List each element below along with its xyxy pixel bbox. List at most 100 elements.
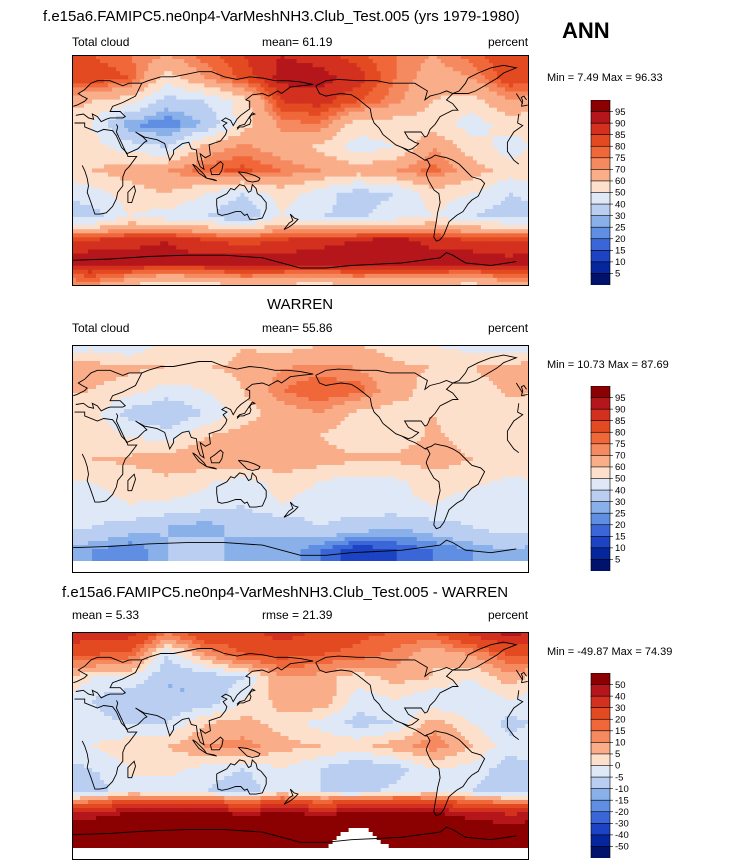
heatmap-cell bbox=[276, 111, 282, 117]
heatmap-cell bbox=[176, 176, 181, 182]
heatmap-cell bbox=[148, 144, 153, 149]
heatmap-cell bbox=[524, 140, 529, 145]
heatmap-cell bbox=[412, 168, 418, 174]
heatmap-cell bbox=[268, 176, 274, 182]
heatmap-cell bbox=[256, 176, 262, 182]
heatmap-cell bbox=[132, 168, 137, 174]
heatmap-cell bbox=[496, 225, 502, 230]
heatmap-cell bbox=[360, 55, 366, 60]
heatmap-cell bbox=[276, 156, 282, 161]
heatmap-cell bbox=[200, 95, 205, 101]
heatmap-cell bbox=[332, 132, 338, 137]
heatmap-cell bbox=[372, 59, 378, 64]
heatmap-cell bbox=[448, 225, 454, 230]
heatmap-cell bbox=[84, 225, 89, 230]
heatmap-cell bbox=[504, 217, 510, 222]
heatmap-cell bbox=[196, 87, 201, 93]
heatmap-cell bbox=[120, 217, 125, 222]
heatmap-cell bbox=[276, 107, 282, 113]
heatmap-cell bbox=[412, 200, 418, 206]
heatmap-cell bbox=[128, 176, 133, 182]
heatmap-cell bbox=[340, 63, 346, 68]
heatmap-cell bbox=[436, 71, 442, 76]
heatmap-cell bbox=[384, 59, 390, 64]
heatmap-cell bbox=[356, 204, 362, 210]
heatmap-cell bbox=[308, 204, 314, 210]
heatmap-cell bbox=[488, 196, 494, 202]
heatmap-cell bbox=[336, 63, 342, 68]
heatmap-cell bbox=[84, 217, 89, 222]
heatmap-cell bbox=[316, 192, 322, 198]
heatmap-cell bbox=[92, 164, 97, 170]
heatmap-cell bbox=[204, 83, 209, 89]
heatmap-cell bbox=[380, 119, 386, 125]
heatmap-cell bbox=[340, 176, 346, 182]
heatmap-cell bbox=[120, 160, 125, 166]
heatmap-cell bbox=[148, 111, 153, 117]
heatmap-cell bbox=[448, 63, 454, 68]
heatmap-cell bbox=[352, 79, 358, 84]
heatmap-cell bbox=[356, 67, 362, 72]
heatmap-cell bbox=[248, 79, 253, 84]
heatmap-cell bbox=[404, 95, 410, 101]
heatmap-cell bbox=[420, 71, 426, 76]
heatmap-cell bbox=[452, 144, 458, 149]
heatmap-cell bbox=[492, 119, 498, 125]
heatmap-cell bbox=[96, 180, 101, 186]
heatmap-cell bbox=[144, 67, 149, 72]
heatmap-cell bbox=[416, 164, 422, 170]
heatmap-cell bbox=[456, 83, 462, 89]
heatmap-cell bbox=[236, 119, 241, 125]
heatmap-cell bbox=[196, 192, 201, 198]
heatmap-cell bbox=[508, 172, 514, 178]
heatmap-cell bbox=[356, 172, 362, 178]
heatmap-cell bbox=[244, 204, 249, 210]
heatmap-cell bbox=[448, 55, 454, 60]
heatmap-cell bbox=[180, 87, 185, 93]
heatmap-cell bbox=[392, 111, 398, 117]
heatmap-cell bbox=[272, 204, 278, 210]
heatmap-cell bbox=[92, 148, 97, 153]
heatmap-cell bbox=[280, 152, 286, 157]
heatmap-cell bbox=[244, 115, 249, 121]
heatmap-cell bbox=[284, 180, 290, 186]
heatmap-cell bbox=[152, 103, 157, 109]
heatmap-cell bbox=[132, 99, 137, 105]
heatmap-cell bbox=[116, 152, 121, 157]
heatmap-cell bbox=[88, 144, 93, 149]
heatmap-cell bbox=[304, 136, 310, 141]
heatmap-cell bbox=[308, 91, 314, 97]
heatmap-cell bbox=[520, 132, 526, 137]
heatmap-cell bbox=[296, 221, 302, 226]
heatmap-cell bbox=[416, 172, 422, 178]
heatmap-cell bbox=[252, 140, 257, 145]
heatmap-cell bbox=[268, 79, 274, 84]
heatmap-cell bbox=[112, 204, 117, 210]
heatmap-cell bbox=[496, 172, 502, 178]
heatmap-cell bbox=[220, 144, 225, 149]
heatmap-cell bbox=[196, 136, 201, 141]
heatmap-cell bbox=[160, 115, 165, 121]
heatmap-cell bbox=[332, 119, 338, 125]
heatmap-cell bbox=[412, 152, 418, 157]
heatmap-cell bbox=[160, 200, 165, 206]
heatmap-cell bbox=[288, 172, 294, 178]
heatmap-cell bbox=[104, 217, 109, 222]
heatmap-cell bbox=[128, 107, 133, 113]
heatmap-cell bbox=[128, 148, 133, 153]
heatmap-cell bbox=[144, 83, 149, 89]
heatmap-cell bbox=[108, 59, 113, 64]
heatmap-cell bbox=[184, 225, 189, 230]
heatmap-cell bbox=[412, 196, 418, 202]
heatmap-cell bbox=[84, 148, 89, 153]
heatmap-cell bbox=[492, 196, 498, 202]
heatmap-cell bbox=[376, 209, 382, 214]
heatmap-cell bbox=[488, 209, 494, 214]
heatmap-cell bbox=[140, 144, 145, 149]
heatmap-cell bbox=[360, 221, 366, 226]
heatmap-cell bbox=[80, 67, 85, 72]
heatmap-cell bbox=[252, 71, 257, 76]
heatmap-cell bbox=[376, 119, 382, 125]
heatmap-cell bbox=[112, 180, 117, 186]
heatmap-cell bbox=[192, 63, 197, 68]
